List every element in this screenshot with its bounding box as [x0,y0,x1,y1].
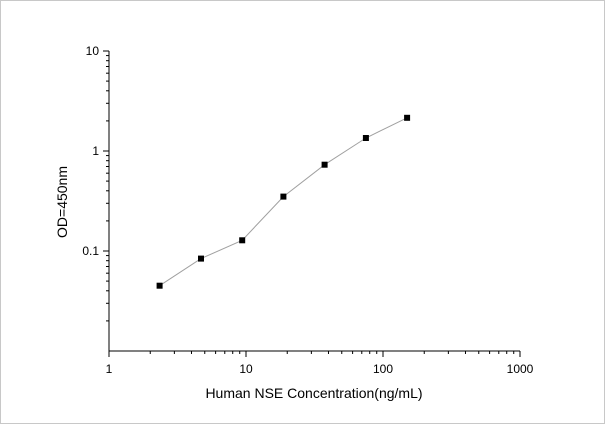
x-tick-label: 100 [373,362,393,376]
y-tick-label: 10 [86,44,100,58]
x-axis-title: Human NSE Concentration(ng/mL) [205,385,422,401]
x-tick-label: 10 [239,362,253,376]
ticks [103,50,521,357]
data-point [321,161,328,168]
series-line [159,117,408,287]
data-point [404,114,411,121]
y-tick-label: 0.1 [82,244,99,258]
data-point [280,193,287,200]
y-tick-label: 1 [92,144,99,158]
x-tick-label: 1 [106,362,113,376]
tick-labels: 1 10 100 1000 0.1 1 10 [82,44,533,376]
data-point [156,282,163,289]
data-point [198,255,204,262]
series-layer [156,114,411,289]
data-point [362,135,369,141]
data-point [239,237,246,244]
y-axis-title: OD=450nm [54,166,70,238]
x-tick-label: 1000 [507,362,534,376]
axes [108,51,520,352]
